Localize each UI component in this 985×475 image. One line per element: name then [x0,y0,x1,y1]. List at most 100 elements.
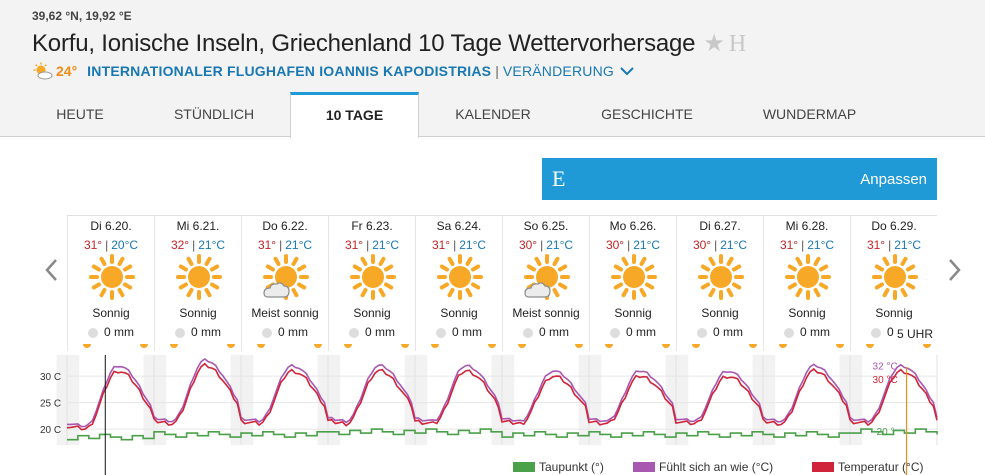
temp-separator: | [714,238,718,252]
day-date: Mo 6.26. [609,219,657,233]
day-precip: 0 mm [155,325,241,339]
separator: | [495,63,499,79]
page-title: Korfu, Ionische Inseln, Griechenland 10 … [32,30,696,57]
forecast-day[interactable]: Fr 6.23. 31° | 21°C Sonnig 0 mm [328,216,415,351]
dewpoint-line [67,428,938,441]
raindrop-icon [610,327,620,338]
forecast-day[interactable]: Di 6.27. 30° | 21°C Sonnig 0 mm [676,216,763,351]
day-condition: Sonnig [701,306,739,320]
legend-swatch-dewpoint [513,462,535,472]
day-high: 31° [779,238,799,252]
day-high: 30° [605,238,625,252]
day-date: Di 6.27. [699,219,741,233]
day-temps: 30° | 21°C [677,238,763,252]
forecast-day[interactable]: Mi 6.28. 31° | 21°C Sonnig 0 mm [763,216,850,351]
raindrop-icon [349,327,359,338]
tab-kalender[interactable]: KALENDER [455,106,531,122]
y-tick-label: 25 C [40,399,61,410]
forecast-day[interactable]: Di 6.20. 31° | 20°C Sonnig 0 mm [67,216,154,351]
day-precip-value: 0 mm [626,325,656,339]
tab-heute[interactable]: HEUTE [56,106,104,122]
sunrise-sunset-markers [431,344,496,348]
day-precip-value: 0 mm [452,325,482,339]
customize-button[interactable]: E Anpassen [542,158,937,200]
tab-stuendlich[interactable]: STÜNDLICH [173,106,255,122]
tab-wundermap[interactable]: WUNDERMAP [762,106,857,122]
day-low: 20°C [111,238,139,252]
temperature-line [66,362,938,431]
day-low: 21°C [285,238,313,252]
day-date: Sa 6.24. [436,219,482,233]
change-station-link[interactable]: VERÄNDERUNG [502,63,614,79]
sunrise-sunset-markers [170,344,235,348]
day-high: 30° [518,238,538,252]
day-temps: 31° | 21°C [851,238,937,252]
day-low: 21°C [198,238,226,252]
chevron-right-icon[interactable] [944,256,964,284]
temp-separator: | [453,238,457,252]
sun-icon [872,254,918,300]
sunrise-sunset-markers [83,344,148,348]
raindrop-icon [523,327,533,338]
star-icon[interactable]: ★ [703,30,725,57]
legend-label-feels-like: Fühlt sich an wie (°C) [659,460,774,474]
day-condition: Sonnig [788,306,826,320]
tab-10-tage[interactable]: 10 TAGE [290,92,419,138]
day-precip-value: 0 mm [278,325,308,339]
forecast-day[interactable]: Mi 6.21. 32° | 21°C Sonnig 0 mm [154,216,241,351]
sunrise-sunset-markers [605,344,670,348]
day-precip-value: 0 mm [713,325,743,339]
day-high: 32° [170,238,190,252]
legend-swatch-feels-like [633,462,655,472]
forecast-day[interactable]: Mo 6.26. 30° | 21°C Sonnig 0 mm [589,216,676,351]
sun-icon [698,254,744,300]
y-tick-label: 30 C [40,372,61,383]
sun-icon [611,254,657,300]
day-low: 21°C [459,238,487,252]
forecast-day[interactable]: Sa 6.24. 31° | 21°C Sonnig 0 mm [415,216,502,351]
night-band [56,355,80,445]
sun-icon [437,254,483,300]
forecast-day[interactable]: So 6.25. 30° | 21°C Meist sonnig 0 mm [502,216,589,351]
sun-icon [785,254,831,300]
sun-icon [350,254,396,300]
day-temps: 31° | 21°C [329,238,415,252]
day-date: So 6.25. [523,219,569,233]
temp-separator: | [366,238,370,252]
station-row: 24° INTERNATIONALER FLUGHAFEN IOANNIS KA… [32,62,634,80]
tab-geschichte[interactable]: GESCHICHTE [601,106,693,122]
day-precip-value: 0 mm [539,325,569,339]
chevron-down-icon[interactable] [620,66,634,76]
day-temps: 30° | 21°C [503,238,589,252]
customize-icon: E [552,166,566,191]
raindrop-icon [262,327,272,338]
station-link[interactable]: INTERNATIONALER FLUGHAFEN IOANNIS KAPODI… [87,63,492,79]
mostly-sunny-icon [263,254,309,300]
temp-separator: | [540,238,544,252]
day-temps: 31° | 21°C [416,238,502,252]
chevron-left-icon[interactable] [42,256,62,284]
temp-separator: | [627,238,631,252]
day-condition: Sonnig [353,306,391,320]
hourly-chart[interactable]: 30 C 25 C 20 C 32 °C 30 °C 20 ° [0,350,985,475]
tab-bar: HEUTE STÜNDLICH 10 TAGE KALENDER GESCHIC… [0,92,985,138]
day-precip-value: 0 mm [104,325,134,339]
day-low: 21°C [372,238,400,252]
day-date: Di 6.20. [90,219,132,233]
legend-label-temperature: Temperatur (°C) [838,460,924,474]
day-precip: 0 mm [677,325,763,339]
forecast-day[interactable]: Do 6.22. 31° | 21°C Meist sonnig 0 mm [241,216,328,351]
current-temperature: 24° [56,63,78,79]
sunrise-sunset-markers [518,344,583,348]
raindrop-icon [175,327,185,338]
day-low: 21°C [633,238,661,252]
day-condition: Sonnig [92,306,130,320]
y-tick-label: 20 C [40,425,61,436]
h-icon[interactable]: H [728,31,747,57]
raindrop-icon [871,327,881,338]
day-low: 21°C [807,238,835,252]
day-date: Do 6.22. [262,219,308,233]
sunrise-sunset-markers [257,344,322,348]
day-precip-value: 0 mm [800,325,830,339]
